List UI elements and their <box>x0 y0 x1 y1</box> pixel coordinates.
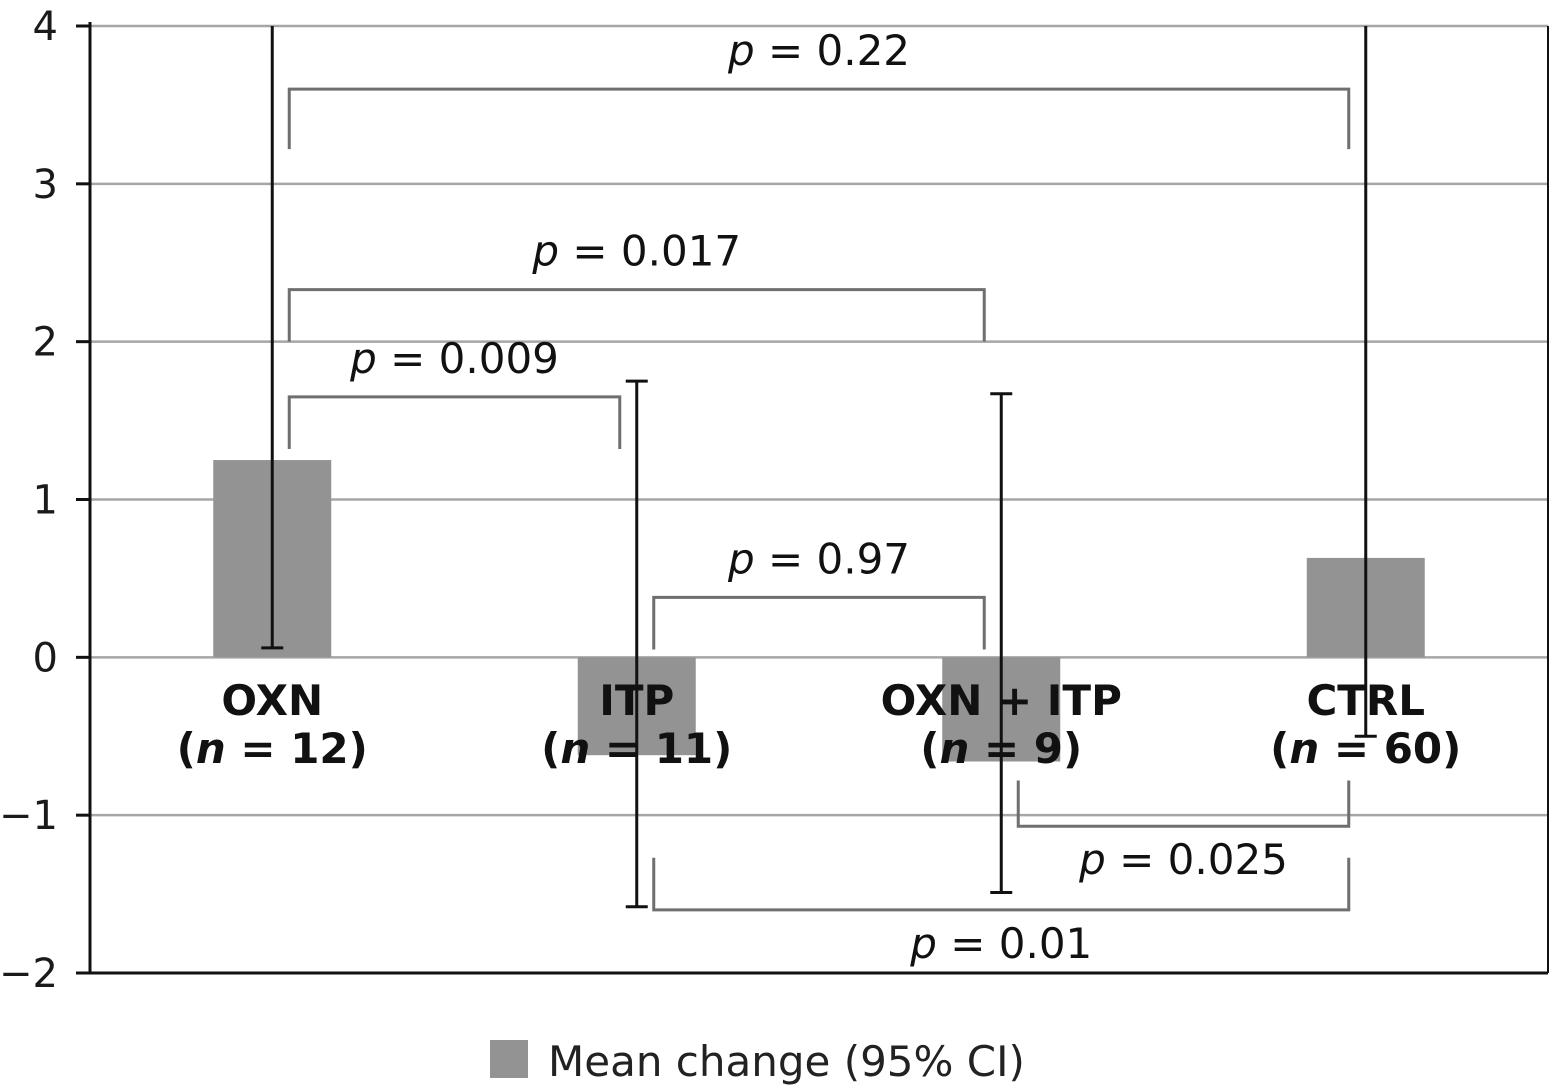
legend: Mean change (95% CI) <box>490 1037 1025 1086</box>
p-value: = 0.97 <box>755 534 910 583</box>
category-label: OXN <box>221 676 323 725</box>
comparison-bracket <box>287 87 1351 150</box>
p-symbol: p <box>909 919 937 968</box>
category-n-label: (n = 60) <box>1270 724 1461 773</box>
n-symbol: n <box>196 724 226 773</box>
p-value: = 0.01 <box>937 919 1092 968</box>
category-labels: OXN(n = 12)ITP(n = 11)OXN + ITP(n = 9)CT… <box>177 676 1462 773</box>
axes <box>76 22 1549 975</box>
n-value: = 60) <box>1319 724 1461 773</box>
p-symbol: p <box>349 334 377 383</box>
y-tick-label: −2 <box>0 951 58 997</box>
comparison-bracket <box>652 857 1351 912</box>
y-tick-label: 0 <box>33 635 58 681</box>
n-symbol: n <box>939 724 969 773</box>
paren-open: ( <box>920 724 939 773</box>
p-symbol: p <box>727 534 755 583</box>
n-value: = 9) <box>969 724 1082 773</box>
p-symbol: p <box>531 227 559 276</box>
comparison-bracket <box>652 595 986 650</box>
paren-open: ( <box>1270 724 1289 773</box>
p-value-label: p = 0.22 <box>727 26 910 75</box>
category-n-label: (n = 9) <box>920 724 1082 773</box>
comparison-bracket <box>287 395 622 449</box>
y-tick-label: 4 <box>33 4 58 50</box>
y-tick-labels: −2 −1 0 1 2 3 4 <box>0 4 58 997</box>
y-tick-label: 1 <box>33 478 58 524</box>
p-value: = 0.017 <box>559 227 741 276</box>
paren-open: ( <box>177 724 196 773</box>
n-symbol: n <box>560 724 590 773</box>
y-tick-label: 3 <box>33 162 58 208</box>
category-n-label: (n = 11) <box>541 724 732 773</box>
error-bars <box>261 26 1377 909</box>
category-n-label: (n = 12) <box>177 724 368 773</box>
y-tick-label: −1 <box>0 793 58 839</box>
p-value: = 0.22 <box>755 26 910 75</box>
p-value-label: p = 0.025 <box>1078 835 1288 884</box>
n-value: = 11) <box>590 724 732 773</box>
bars <box>213 460 1425 762</box>
p-symbol: p <box>1078 835 1106 884</box>
paren-open: ( <box>541 724 560 773</box>
p-value-label: p = 0.017 <box>531 227 741 276</box>
y-tick-label: 2 <box>33 320 58 366</box>
p-value-label: p = 0.01 <box>909 919 1092 968</box>
grid-lines <box>90 24 1548 817</box>
p-value: = 0.025 <box>1106 835 1288 884</box>
comparison-bracket <box>1016 780 1351 828</box>
comparison-bracket <box>287 288 986 342</box>
legend-label: Mean change (95% CI) <box>548 1037 1025 1086</box>
comparison-brackets <box>287 87 1351 912</box>
n-value: = 12) <box>226 724 368 773</box>
p-value: = 0.009 <box>377 334 559 383</box>
n-symbol: n <box>1289 724 1319 773</box>
legend-swatch <box>490 1040 528 1078</box>
p-value-label: p = 0.009 <box>349 334 559 383</box>
p-value-label: p = 0.97 <box>727 534 910 583</box>
p-symbol: p <box>727 26 755 75</box>
